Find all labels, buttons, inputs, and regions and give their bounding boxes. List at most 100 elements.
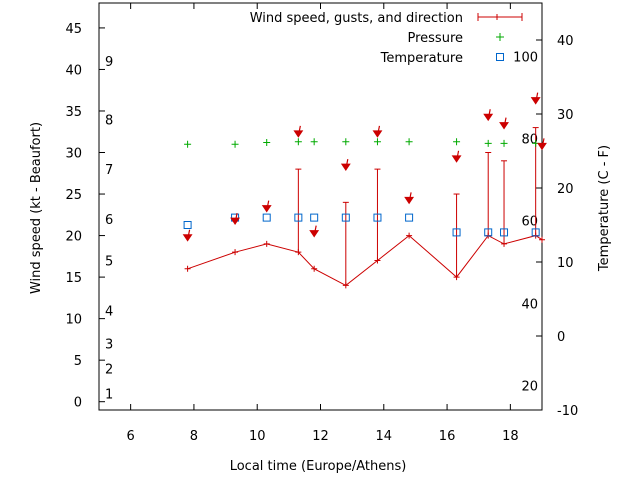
direction-arrow-head	[372, 130, 383, 138]
legend-label-wind: Wind speed, gusts, and direction	[250, 11, 463, 26]
y-tick-label: 20	[65, 230, 82, 245]
direction-arrow-head	[182, 234, 193, 242]
y2-tick-label: -10	[557, 404, 578, 419]
direction-arrow-head	[309, 230, 320, 238]
fahrenheit-label: 60	[521, 215, 538, 230]
y-tick-label: 15	[65, 271, 82, 286]
legend-label-pressure: Pressure	[407, 31, 463, 46]
temperature-point	[484, 228, 493, 237]
x-axis-ticks: 6 8 10 12 14 16 18	[127, 3, 519, 444]
y-tick-label: 5	[74, 354, 82, 369]
y-tick-label: 35	[65, 105, 82, 120]
wind-speed-line	[187, 234, 543, 286]
temperature-series	[183, 213, 540, 237]
direction-arrow-head	[537, 142, 547, 151]
y-tick-label: 0	[74, 396, 82, 411]
pressure-point	[484, 139, 492, 147]
wind-speed-point	[374, 257, 381, 264]
y-axis-label: Wind speed (kt - Beaufort)	[29, 122, 44, 294]
direction-arrow-head	[499, 122, 509, 130]
temperature-point	[405, 213, 414, 222]
beaufort-label: 3	[105, 338, 113, 353]
y-tick-label: 10	[65, 313, 82, 328]
pressure-point	[500, 139, 508, 147]
wind-speed-point	[501, 240, 508, 247]
wind-direction-arrows	[182, 92, 547, 242]
y2-tick-label: 20	[557, 182, 574, 197]
pressure-series	[184, 138, 540, 148]
pressure-point	[310, 138, 318, 146]
legend-marker-temperature	[496, 53, 504, 61]
y-tick-label: 30	[65, 147, 82, 162]
wind-speed-point	[232, 249, 239, 256]
pressure-point	[405, 138, 413, 146]
fahrenheit-label: 40	[521, 297, 538, 312]
beaufort-label: 1	[105, 387, 113, 402]
beaufort-label: 2	[105, 362, 113, 377]
legend: Wind speed, gusts, and direction Pressure…	[250, 11, 523, 66]
temperature-point	[452, 228, 461, 237]
fahrenheit-label: 20	[521, 380, 538, 395]
temperature-point	[310, 213, 319, 222]
x-tick-label: 16	[439, 429, 456, 444]
beaufort-label: 5	[105, 254, 113, 269]
y-axis-ticks: 0 5 10 15 20 25 30 35 40 45	[65, 22, 105, 411]
beaufort-labels: 1 2 3 4 5 6 7 8 9	[105, 55, 113, 402]
pressure-point	[342, 138, 350, 146]
fahrenheit-label: 100	[513, 50, 538, 65]
legend-marker-pressure	[496, 33, 504, 41]
wind-speed-point	[539, 236, 545, 243]
temperature-point	[500, 228, 509, 237]
x-tick-label: 12	[312, 429, 329, 444]
wind-speed-point	[342, 282, 349, 289]
beaufort-label: 9	[105, 55, 113, 70]
y2-tick-label: 40	[557, 34, 574, 49]
direction-arrow-head	[230, 217, 240, 226]
direction-arrow-head	[340, 163, 351, 172]
plot-frame	[98, 2, 543, 411]
x-tick-label: 18	[502, 429, 519, 444]
wind-speed-point	[295, 249, 302, 256]
pressure-point	[231, 140, 239, 148]
temperature-point	[294, 213, 303, 222]
direction-arrow-head	[404, 196, 415, 205]
temperature-point	[183, 221, 192, 229]
y-tick-label: 45	[65, 22, 82, 37]
wind-speed-point	[311, 265, 318, 272]
temperature-point	[373, 213, 382, 222]
pressure-point	[263, 139, 271, 147]
wind-speed-point	[406, 232, 413, 239]
gust-bars	[295, 127, 539, 286]
y2-tick-label: 30	[557, 108, 574, 123]
direction-arrow-head	[261, 205, 272, 213]
legend-label-temperature: Temperature	[380, 51, 463, 66]
y2-tick-label: 0	[557, 330, 565, 345]
pressure-point	[184, 140, 192, 148]
temperature-point	[262, 213, 271, 222]
temperature-point	[531, 228, 540, 237]
plot-border	[98, 2, 543, 411]
pressure-point	[373, 138, 381, 146]
beaufort-label: 4	[105, 304, 113, 319]
y2-axis-ticks: -10 0 10 20 30 40	[536, 34, 578, 419]
x-tick-label: 14	[376, 429, 393, 444]
direction-arrow-head	[451, 155, 462, 163]
beaufort-label: 6	[105, 213, 113, 228]
y2-axis-label: Temperature (C - F)	[597, 145, 612, 272]
x-tick-label: 10	[249, 429, 266, 444]
wind-speed-point	[184, 265, 191, 272]
direction-arrow-head	[293, 130, 304, 138]
temperature-point	[341, 213, 350, 222]
pressure-point	[453, 138, 461, 146]
y-tick-label: 40	[65, 63, 82, 78]
x-tick-label: 8	[190, 429, 198, 444]
x-axis-label: Local time (Europe/Athens)	[230, 459, 407, 474]
direction-arrow-head	[483, 113, 494, 122]
wind-speed-series	[184, 232, 545, 289]
y-tick-label: 25	[65, 188, 82, 203]
y2-tick-label: 10	[557, 256, 574, 271]
beaufort-label: 8	[105, 113, 113, 128]
x-tick-label: 6	[127, 429, 135, 444]
